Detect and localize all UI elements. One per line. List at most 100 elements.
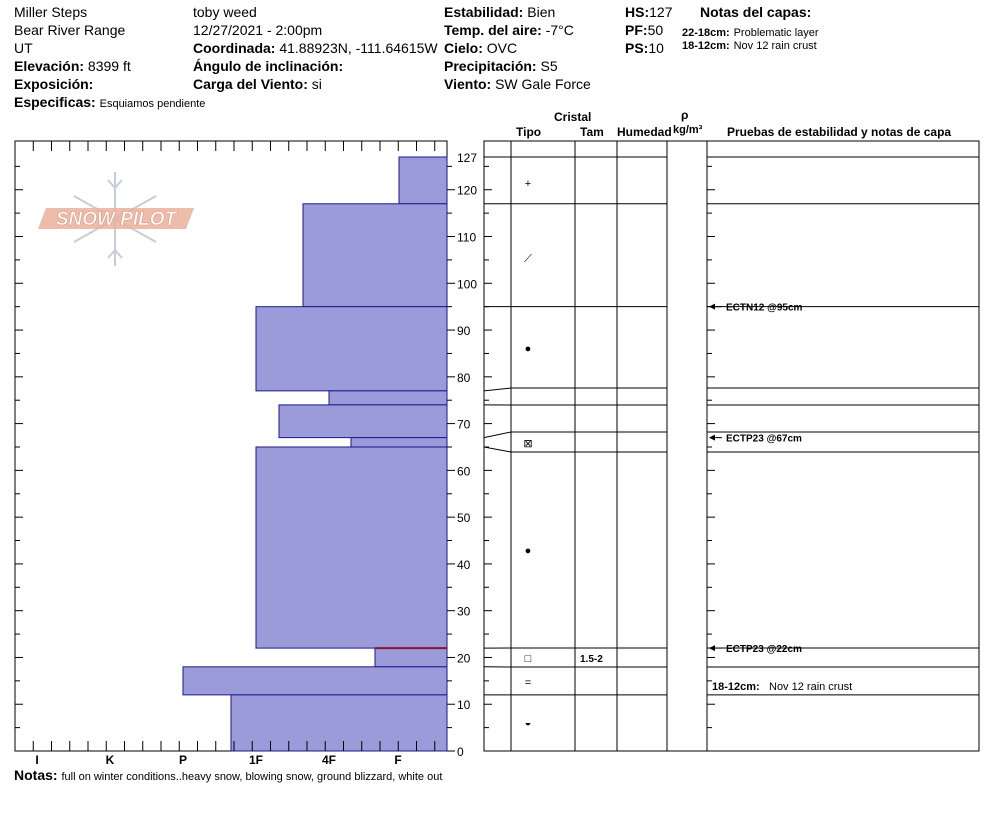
mountain-range: Bear River Range (14, 22, 126, 38)
y-tick-label: 90 (457, 324, 471, 338)
layer-note-2-range: 18-12cm: (682, 40, 730, 52)
layer-note-1-text: Problematic layer (733, 27, 819, 39)
hardness-bars (182, 156, 448, 752)
air-temp-value: -7°C (545, 22, 574, 38)
date-time: 12/27/2021 - 2:00pm (193, 22, 323, 38)
grain-type-symbol: ⊠ (523, 438, 532, 450)
layer-note-2-text: Nov 12 rain crust (733, 40, 817, 52)
layer-note-2: 18-12cm: Nov 12 rain crust (682, 36, 817, 53)
sky-value: OVC (486, 40, 518, 56)
wind-value: SW Gale Force (495, 76, 591, 92)
slope-angle-label: Ángulo de inclinación: (193, 58, 344, 74)
y-tick-label: 0 (457, 745, 464, 759)
column-header-humedad: Humedad (617, 125, 672, 139)
layer-boundary-connector (483, 387, 512, 392)
column-header-density-unit: kg/m³ (673, 124, 703, 136)
coordinates-row: Coordinada: 41.88923N, -111.64615W (193, 40, 438, 56)
x-tick-label: P (179, 753, 187, 767)
layer-details: + ⟋ ● ⊠ ● □ = ◒ 1.5-2 ECTN12 @95cm ECTP23 @67cm ECT… (523, 178, 852, 729)
aspect-label: Exposición: (14, 76, 94, 92)
hs-value: 127 (649, 4, 673, 20)
layer-boundary-connector (483, 431, 512, 439)
y-tick-label: 10 (457, 698, 471, 712)
notes-row: Notas: full on winter conditions..heavy … (14, 767, 442, 784)
hardness-bar (374, 647, 448, 668)
test-arrow-head (709, 645, 715, 652)
wind-label: Viento: (444, 76, 492, 92)
specifics-value: Esquiamos pendiente (99, 98, 206, 110)
test-arrow-head (709, 303, 715, 310)
grain-type-symbol: = (525, 677, 531, 689)
ps-label: PS: (625, 40, 649, 56)
state: UT (14, 40, 33, 56)
column-header-tests: Pruebas de estabilidad y notas de capa (727, 125, 952, 139)
x-tick-label: 1F (249, 753, 263, 767)
ps-value: 10 (648, 40, 664, 56)
precip-value: S5 (540, 58, 558, 74)
layer-table-frame (483, 140, 980, 752)
test-label: ECTP23 @22cm (726, 644, 802, 655)
location-name: Miller Steps (14, 4, 88, 20)
y-tick-label: 127 (457, 151, 477, 165)
hardness-bar (255, 306, 448, 392)
snowpilot-logo: SNOW PILOT (38, 172, 194, 266)
y-tick-label: 30 (457, 605, 471, 619)
ps-row: PS:10 (625, 40, 664, 56)
y-tick-label: 50 (457, 511, 471, 525)
hardness-bar (302, 203, 448, 308)
layer-comment-range: 18-12cm: (712, 681, 760, 693)
hardness-bar (255, 446, 448, 649)
hardness-bar (350, 437, 448, 448)
y-tick-label: 100 (457, 277, 477, 291)
wind-load-label: Carga del Viento: (193, 76, 308, 92)
test-label: ECTN12 @95cm (726, 303, 803, 314)
hardness-bar (230, 694, 448, 752)
depth-axis: 0 10 20 30 40 50 60 70 80 90 100 110 120 127 (15, 151, 715, 759)
wind-row: Viento: SW Gale Force (444, 76, 591, 92)
sky-row: Cielo: OVC (444, 40, 517, 56)
coordinates-value: 41.88923N, -111.64615W (279, 40, 438, 56)
column-header-tipo: Tipo (516, 125, 542, 139)
specifics-label: Especificas: (14, 94, 96, 110)
x-tick-label: I (35, 753, 38, 767)
stability-test: ECTN12 @95cm (709, 303, 803, 314)
stability-value: Bien (527, 4, 556, 20)
stability-row: Estabilidad: Bien (444, 4, 555, 20)
observer: toby weed (193, 4, 257, 20)
y-tick-label: 40 (457, 558, 471, 572)
elevation-row: Elevación: 8399 ft (14, 58, 131, 74)
precip-label: Precipitación: (444, 58, 537, 74)
elevation-label: Elevación: (14, 58, 85, 74)
air-temp-row: Temp. del aire: -7°C (444, 22, 574, 38)
slope-angle-row: Ángulo de inclinación: (193, 58, 343, 74)
specifics-row: Especificas: Esquiamos pendiente (14, 94, 205, 111)
sky-label: Cielo: (444, 40, 483, 56)
y-tick-label: 20 (457, 651, 471, 665)
aspect-row: Exposición: (14, 76, 93, 92)
column-header-cristal: Cristal (554, 110, 592, 124)
layer-boundary-connector (483, 446, 512, 453)
test-arrow-head (709, 434, 715, 441)
stability-test: ECTP23 @67cm (709, 434, 802, 445)
wind-load-row: Carga del Viento: si (193, 76, 322, 92)
grain-type-symbol: ● (525, 343, 532, 355)
hardness-bar (278, 404, 448, 439)
layer-boundaries (483, 156, 979, 696)
grain-type-symbol: □ (525, 653, 532, 665)
stability-test: ECTP23 @22cm (709, 644, 802, 655)
y-tick-label: 80 (457, 371, 471, 385)
notes-value: full on winter conditions..heavy snow, b… (61, 771, 443, 783)
grain-type-symbol: ● (525, 545, 532, 557)
hs-row: HS:127 (625, 4, 672, 20)
wind-load-value: si (311, 76, 322, 92)
y-tick-label: 110 (457, 231, 476, 245)
y-tick-label: 120 (457, 184, 477, 198)
y-tick-label: 70 (457, 418, 471, 432)
elevation-value: 8399 ft (87, 58, 131, 74)
precip-row: Precipitación: S5 (444, 58, 558, 74)
air-temp-label: Temp. del aire: (444, 22, 542, 38)
hardness-bar (182, 666, 448, 696)
hardness-bar (398, 156, 448, 205)
hs-label: HS: (625, 4, 650, 20)
